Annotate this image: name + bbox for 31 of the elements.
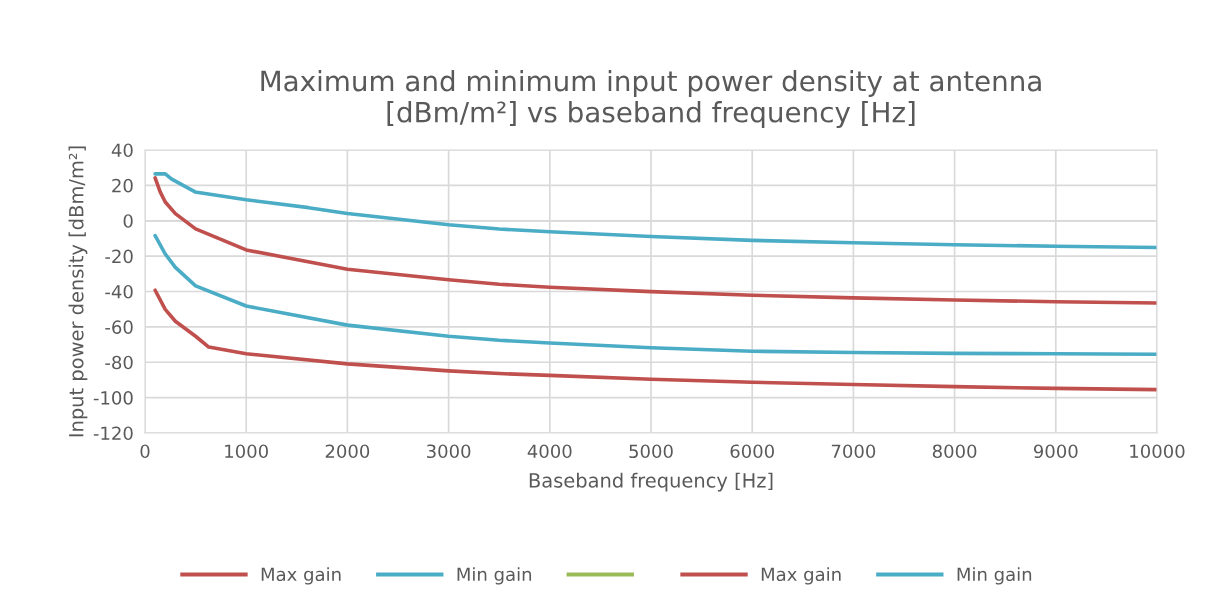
x-tick-label: 9000 [1033, 444, 1078, 459]
legend-label: Min gain [457, 567, 532, 585]
y-tick-label: 40 [111, 143, 133, 158]
x-tick-label: 4000 [527, 444, 572, 459]
legend-label: Min gain [957, 567, 1032, 585]
line-series [153, 172, 1157, 250]
x-tick-label: 8000 [932, 444, 977, 459]
line-series [153, 176, 1157, 305]
legend-label: Max gain [261, 567, 341, 585]
y-tick-label: -40 [105, 284, 133, 299]
y-tick-label: -120 [93, 426, 133, 441]
y-tick-label: -60 [105, 320, 133, 334]
y-axis-title: Input power density [dBm/m²] [68, 146, 88, 437]
y-tick-label: -100 [93, 391, 133, 405]
y-tick-label: 20 [112, 178, 133, 193]
y-tick-label: -20 [105, 249, 133, 264]
y-tick-label: -80 [105, 355, 133, 370]
x-tick-label: 10000 [1130, 444, 1185, 459]
x-tick-label: 0 [140, 444, 150, 459]
x-tick-label: 7000 [831, 444, 876, 459]
y-tick-label: 0 [123, 214, 133, 228]
x-tick-label: 6000 [730, 444, 774, 459]
legend-label: Max gain [761, 567, 841, 585]
x-tick-label: 1000 [225, 444, 268, 459]
line-series [153, 233, 1157, 357]
chart-title: Maximum and minimum input power density at antenna [dBm/m²] vs baseband frequency [Hz] [261, 70, 1041, 128]
x-tick-label: 5000 [629, 444, 673, 459]
x-tick-label: 3000 [427, 444, 471, 459]
x-tick-label: 2000 [325, 444, 370, 459]
line-series [153, 288, 1157, 392]
x-axis-title: Baseband frequency [Hz] [529, 472, 773, 492]
